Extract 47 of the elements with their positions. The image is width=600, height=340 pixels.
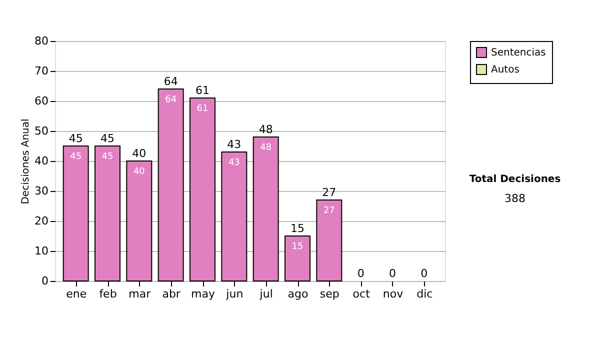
data-label: 15 [292,242,304,252]
y-tick-label: 10 [34,244,48,258]
y-axis-title: Decisiones Anual [20,118,32,204]
total-label: 45 [100,132,114,145]
total-label: 64 [164,75,178,88]
data-label: 45 [70,152,82,162]
x-tick-label: may [191,288,216,300]
y-tick-label: 30 [34,184,48,198]
x-tick-label: dic [416,288,433,300]
y-tick-label: 20 [34,214,48,228]
data-label: 43 [228,158,240,168]
y-tick-label: 60 [34,94,48,108]
data-label: 64 [165,95,177,105]
legend-label: Autos [491,64,520,76]
total-label: 61 [196,84,210,97]
data-label: 27 [323,206,335,216]
data-label: 40 [133,167,146,177]
total-label: 0 [420,267,428,280]
x-tick-label: oct [352,288,371,300]
total-label: 43 [227,138,242,151]
total-label: 27 [322,186,336,199]
x-tick-label: mar [128,288,152,300]
data-label: 45 [102,152,114,162]
text: 388 [504,192,526,205]
x-tick-label: ene [66,288,87,300]
x-tick-label: abr [162,288,181,300]
y-tick-label: 50 [34,124,48,138]
x-tick-label: jun [225,288,244,300]
data-label: 48 [260,143,272,153]
text: Total Decisiones [469,174,561,185]
x-tick-label: nov [382,288,404,300]
total-label: 0 [357,267,364,280]
y-tick-label: 70 [34,64,48,78]
y-tick-label: 40 [34,154,48,168]
total-label: 48 [258,123,273,136]
x-tick-label: sep [320,288,340,300]
x-tick-label: jul [258,288,273,300]
legend-label: Sentencias [491,48,546,58]
total-label: 45 [68,132,83,145]
total-label: 40 [132,147,146,160]
total-label: 0 [389,267,396,280]
x-tick-label: ago [288,288,308,300]
y-tick-label: 80 [34,34,48,48]
x-tick-label: feb [99,288,117,300]
total-label: 15 [290,222,304,235]
data-label: 61 [196,104,208,114]
y-tick-label: 0 [42,274,48,288]
